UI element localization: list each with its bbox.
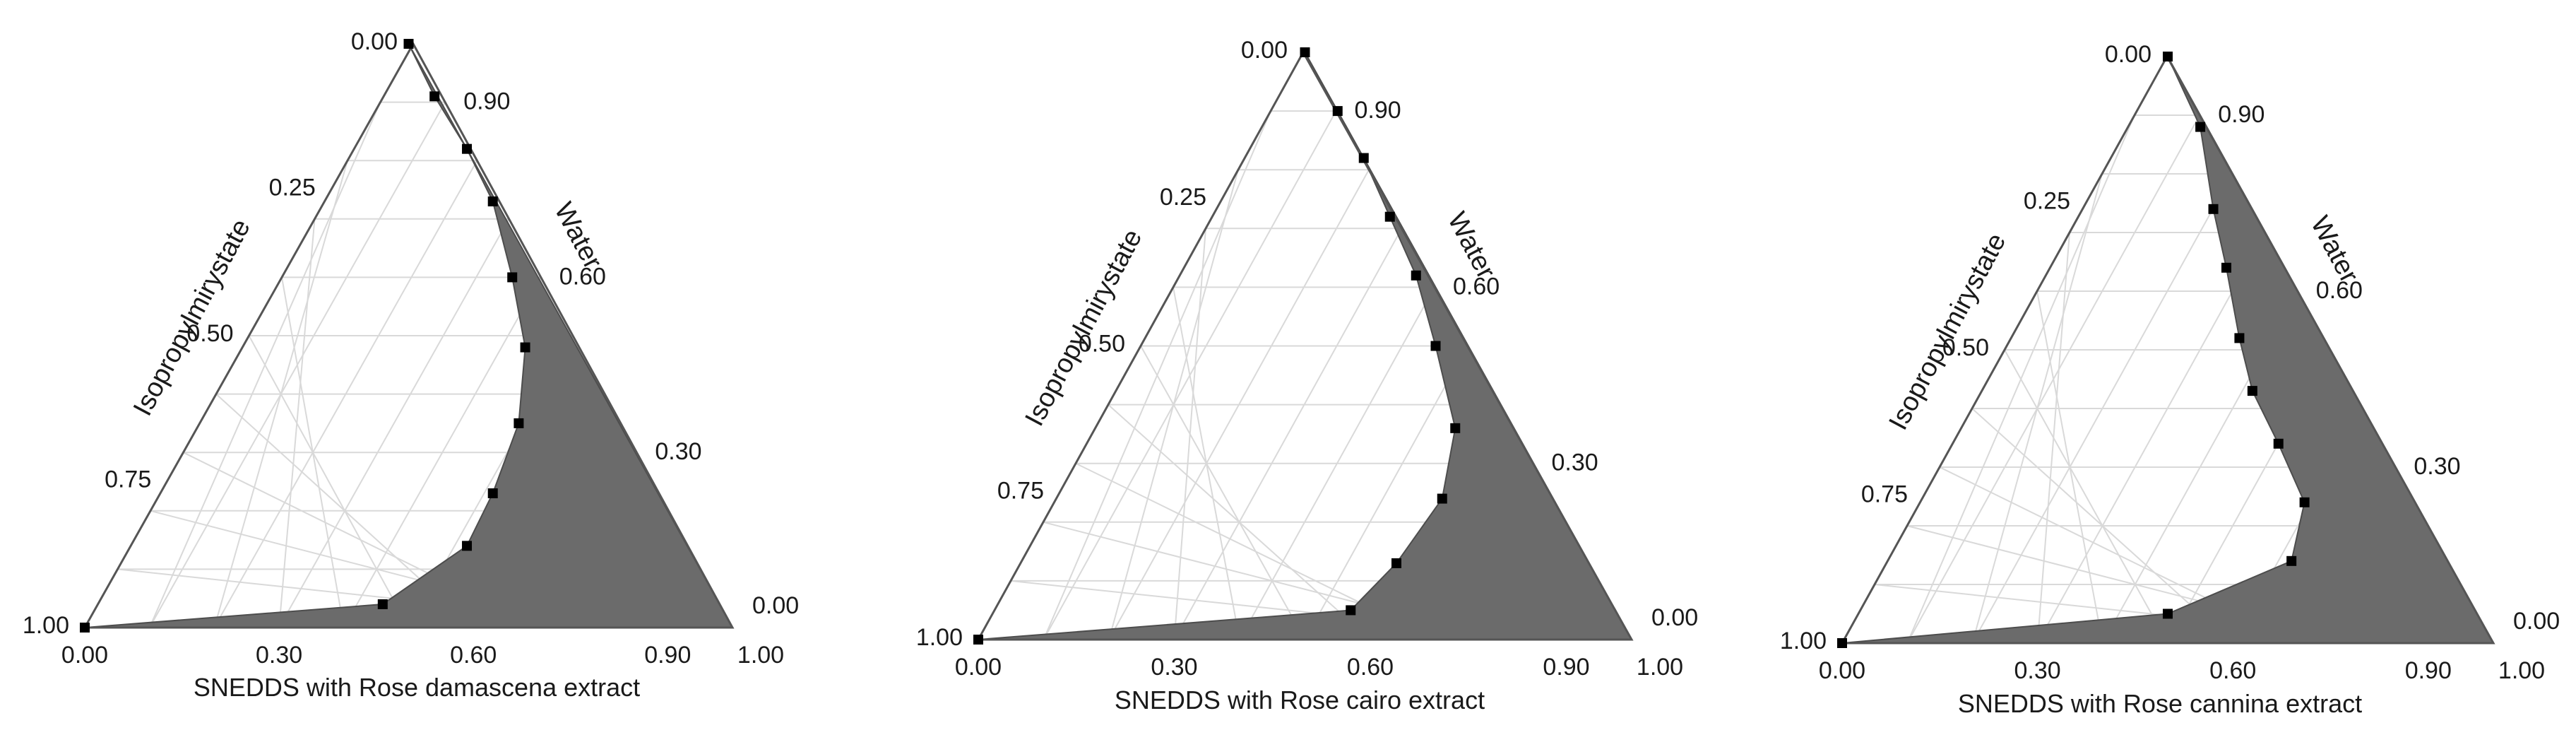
left-tick-label: 1.00	[916, 624, 963, 651]
bottom-tick-label: 0.00	[955, 654, 1002, 681]
boundary-marker	[462, 143, 473, 154]
grid-line	[278, 218, 510, 628]
left-tick-label: 0.25	[1160, 184, 1206, 211]
boundary-marker	[1332, 106, 1343, 117]
chart-caption: SNEDDS with Rose cannina extract	[1958, 689, 2362, 718]
left-tick-label: 0.75	[105, 466, 151, 493]
boundary-marker	[377, 599, 388, 609]
grid-line	[248, 335, 410, 628]
boundary-marker	[2208, 204, 2219, 214]
boundary-marker	[507, 272, 518, 283]
boundary-marker	[1384, 211, 1395, 222]
boundary-marker	[1450, 423, 1461, 433]
boundary-marker	[80, 623, 90, 633]
grid-line	[1108, 404, 1371, 640]
chart-caption: SNEDDS with Rose cairo extract	[1115, 686, 1485, 714]
boundary-marker	[2221, 262, 2231, 273]
right-tick-label: 0.90	[2218, 101, 2265, 128]
boundary-marker	[403, 39, 414, 49]
boundary-marker	[1391, 558, 1401, 568]
boundary-marker	[2299, 497, 2310, 507]
boundary-marker	[1430, 341, 1441, 351]
boundary-marker	[1300, 47, 1310, 57]
left-axis-title: Isopropylmirystate	[128, 214, 256, 420]
bottom-tick-label: 1.00	[2498, 657, 2545, 684]
boundary-marker	[429, 91, 440, 102]
right-tick-label: 0.30	[2414, 453, 2460, 480]
boundary-marker	[2234, 333, 2245, 343]
grid-line	[1304, 346, 1468, 640]
left-tick-label: 0.00	[2105, 41, 2151, 68]
boundary-marker	[1358, 153, 1369, 163]
left-tick-label: 0.50	[186, 320, 233, 347]
right-tick-label: 0.90	[463, 88, 510, 115]
right-tick-label: 0.00	[1651, 604, 1698, 631]
left-tick-label: 1.00	[23, 612, 69, 639]
bottom-tick-label: 0.30	[1151, 654, 1197, 681]
bottom-tick-label: 0.90	[2405, 657, 2452, 684]
boundary-marker	[2273, 438, 2284, 449]
boundary-marker	[2286, 555, 2297, 566]
boundary-marker	[1411, 270, 1421, 281]
boundary-marker	[487, 488, 498, 499]
left-tick-label: 0.00	[1241, 37, 1288, 64]
grid-line	[1140, 346, 1306, 640]
grid-line	[2004, 349, 2168, 644]
right-tick-label: 0.60	[1453, 273, 1500, 300]
boundary-marker	[487, 196, 498, 207]
bottom-tick-label: 0.60	[2209, 657, 2256, 684]
right-tick-label: 0.00	[2513, 608, 2560, 635]
right-axis-title: Water	[2305, 211, 2364, 288]
ternary-panel-cairo: 0.00 0.25 0.50 0.75 1.00 0.90 0.60 0.30 …	[916, 37, 1698, 714]
ternary-panel-cannina: 0.00 0.25 0.50 0.75 1.00 0.90 0.60 0.30 …	[1780, 41, 2560, 718]
left-tick-label: 0.25	[269, 175, 316, 201]
left-tick-label: 1.00	[1780, 628, 1827, 654]
bottom-tick-label: 0.90	[644, 642, 691, 669]
right-tick-label: 0.60	[559, 263, 606, 290]
right-tick-label: 0.00	[752, 592, 799, 619]
bottom-tick-label: 0.30	[256, 642, 302, 669]
bottom-tick-label: 1.00	[737, 642, 784, 669]
ternary-frame	[83, 41, 735, 629]
ternary-frame	[976, 49, 1634, 641]
right-tick-label: 0.60	[2316, 277, 2363, 304]
boundary-marker	[2163, 608, 2173, 619]
boundary-marker	[1837, 638, 1847, 648]
boundary-marker	[520, 342, 530, 353]
boundary-marker	[462, 541, 473, 551]
boundary-marker	[1346, 605, 1356, 616]
bottom-tick-label: 0.30	[2014, 657, 2061, 684]
grid-line	[1173, 228, 1403, 640]
right-tick-label: 0.30	[1552, 449, 1598, 476]
right-axis-title: Water	[1442, 208, 1501, 284]
boundary-marker	[2195, 122, 2206, 132]
bottom-tick-label: 0.00	[61, 642, 108, 669]
left-axis-title: Isopropylmirystate	[1883, 228, 2012, 435]
boundary-marker	[2247, 386, 2257, 396]
boundary-marker	[1437, 493, 1447, 504]
left-tick-label: 0.75	[997, 477, 1044, 504]
left-axis-title: Isopropylmirystate	[1019, 225, 1148, 431]
boundary-marker	[973, 635, 983, 645]
left-tick-label: 0.50	[1079, 331, 1125, 358]
chart-caption: SNEDDS with Rose damascena extract	[194, 673, 640, 702]
left-tick-label: 0.50	[1942, 334, 1989, 361]
grid-line	[2036, 232, 2266, 644]
boundary-marker	[2163, 52, 2173, 61]
right-tick-label: 0.30	[655, 438, 701, 465]
bottom-tick-label: 0.00	[1819, 657, 1865, 684]
bottom-tick-label: 1.00	[1637, 654, 1683, 681]
bottom-tick-label: 0.60	[450, 642, 497, 669]
bottom-tick-label: 0.60	[1347, 654, 1394, 681]
boundary-marker	[514, 418, 524, 428]
left-tick-label: 0.75	[1861, 481, 1908, 508]
bottom-tick-label: 0.90	[1543, 654, 1589, 681]
left-tick-label: 0.25	[2024, 188, 2070, 215]
left-tick-label: 0.00	[351, 28, 398, 55]
ternary-frame	[1840, 54, 2495, 645]
right-axis-title: Water	[548, 198, 607, 274]
ternary-panel-damascena: 0.00 0.25 0.50 0.75 1.00 0.90 0.60 0.30 …	[23, 28, 799, 702]
right-tick-label: 0.90	[1355, 97, 1401, 124]
